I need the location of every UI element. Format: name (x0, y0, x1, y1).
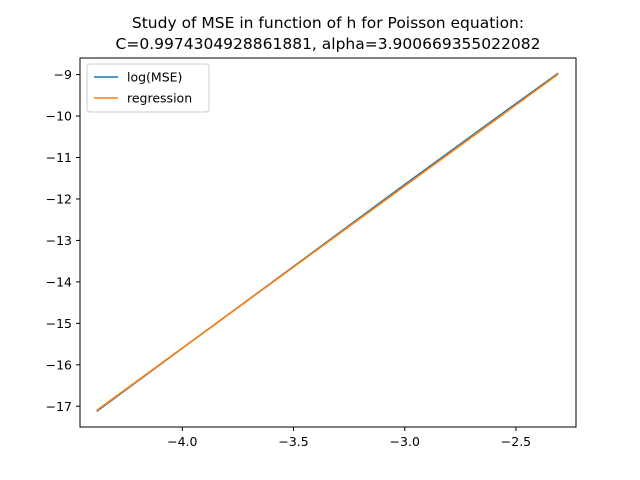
chart-title-line-1: Study of MSE in function of h for Poisso… (132, 14, 524, 32)
y-tick-label: −16 (46, 357, 72, 372)
x-tick-label: −3.5 (278, 434, 308, 449)
legend-box (86, 63, 210, 113)
y-axis: −17 −16 −15 −14 −13 −12 −11 −10 −9 (46, 67, 80, 414)
y-tick-label: −10 (46, 109, 72, 124)
x-axis: −4.0 −3.5 −3.0 −2.5 (167, 427, 531, 449)
y-tick-label: −13 (46, 233, 72, 248)
legend-label-regression: regression (127, 91, 192, 106)
x-tick-label: −3.0 (390, 434, 420, 449)
y-tick-label: −15 (46, 316, 72, 331)
axes-frame (79, 57, 577, 428)
chart-title-line-2: C=0.9974304928861881, alpha=3.9006693550… (116, 35, 541, 53)
legend-label-log-mse: log(MSE) (127, 70, 182, 85)
y-tick-label: −12 (46, 191, 72, 206)
y-tick-label: −9 (54, 67, 72, 82)
x-tick-label: −4.0 (167, 434, 197, 449)
legend: log(MSE) regression (86, 63, 210, 113)
y-tick-label: −14 (46, 274, 72, 289)
y-tick-label: −11 (46, 150, 72, 165)
x-tick-label: −2.5 (501, 434, 531, 449)
series-line-regression (96, 73, 559, 412)
plot-area (96, 72, 559, 412)
y-tick-label: −17 (46, 399, 72, 414)
